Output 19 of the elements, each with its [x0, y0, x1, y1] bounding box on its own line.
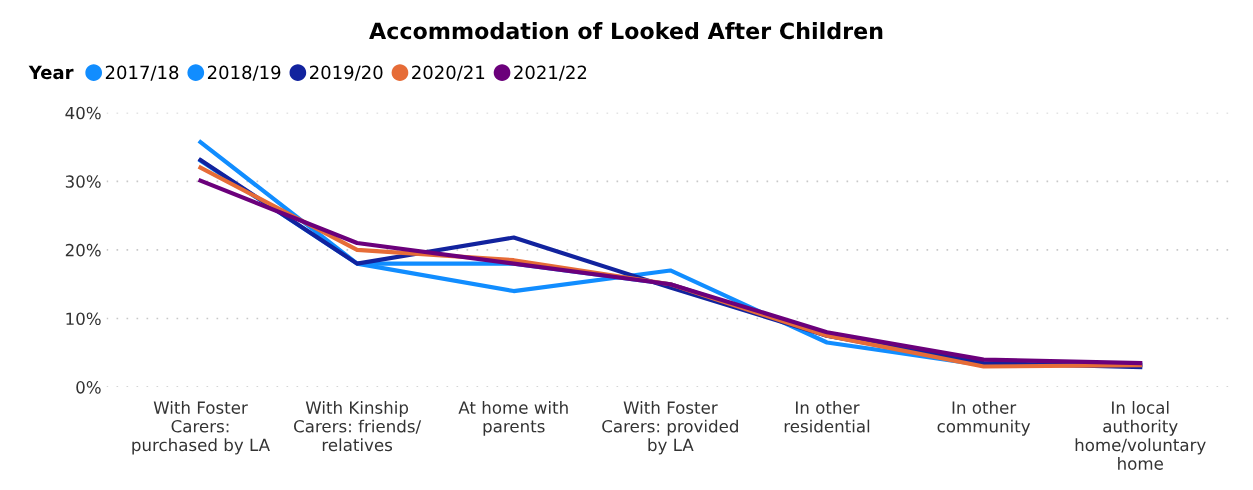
legend-label: 2019/20 — [310, 65, 383, 81]
legend-label: 2018/19 — [207, 65, 281, 81]
chart-title: Accommodation of Looked After Children — [369, 22, 883, 40]
legend-title: Year — [28, 65, 74, 80]
x-tick-label: In other residential — [784, 400, 870, 433]
y-tick-label: 40% — [65, 106, 101, 120]
y-tick-label: 20% — [65, 243, 101, 257]
x-tick-label: With Foster Carers: purchased by LA — [132, 400, 270, 455]
legend-label: 2017/18 — [105, 65, 179, 81]
x-tick-label: With Kinship Carers: friends/relatives — [294, 400, 422, 452]
x-tick-label: In local authority home/voluntary home — [1075, 400, 1206, 470]
y-tick-label: 0% — [76, 381, 101, 394]
x-tick-label: In other community — [937, 400, 1031, 436]
y-tick-label: 10% — [66, 312, 101, 326]
legend-label: 2020/21 — [412, 65, 485, 81]
legend-label: 2021/22 — [514, 65, 587, 81]
y-tick-label: 30% — [65, 175, 101, 188]
x-tick-label: With Foster Carers: provided by LA — [602, 400, 738, 455]
x-tick-label: At home with parents — [458, 400, 568, 436]
